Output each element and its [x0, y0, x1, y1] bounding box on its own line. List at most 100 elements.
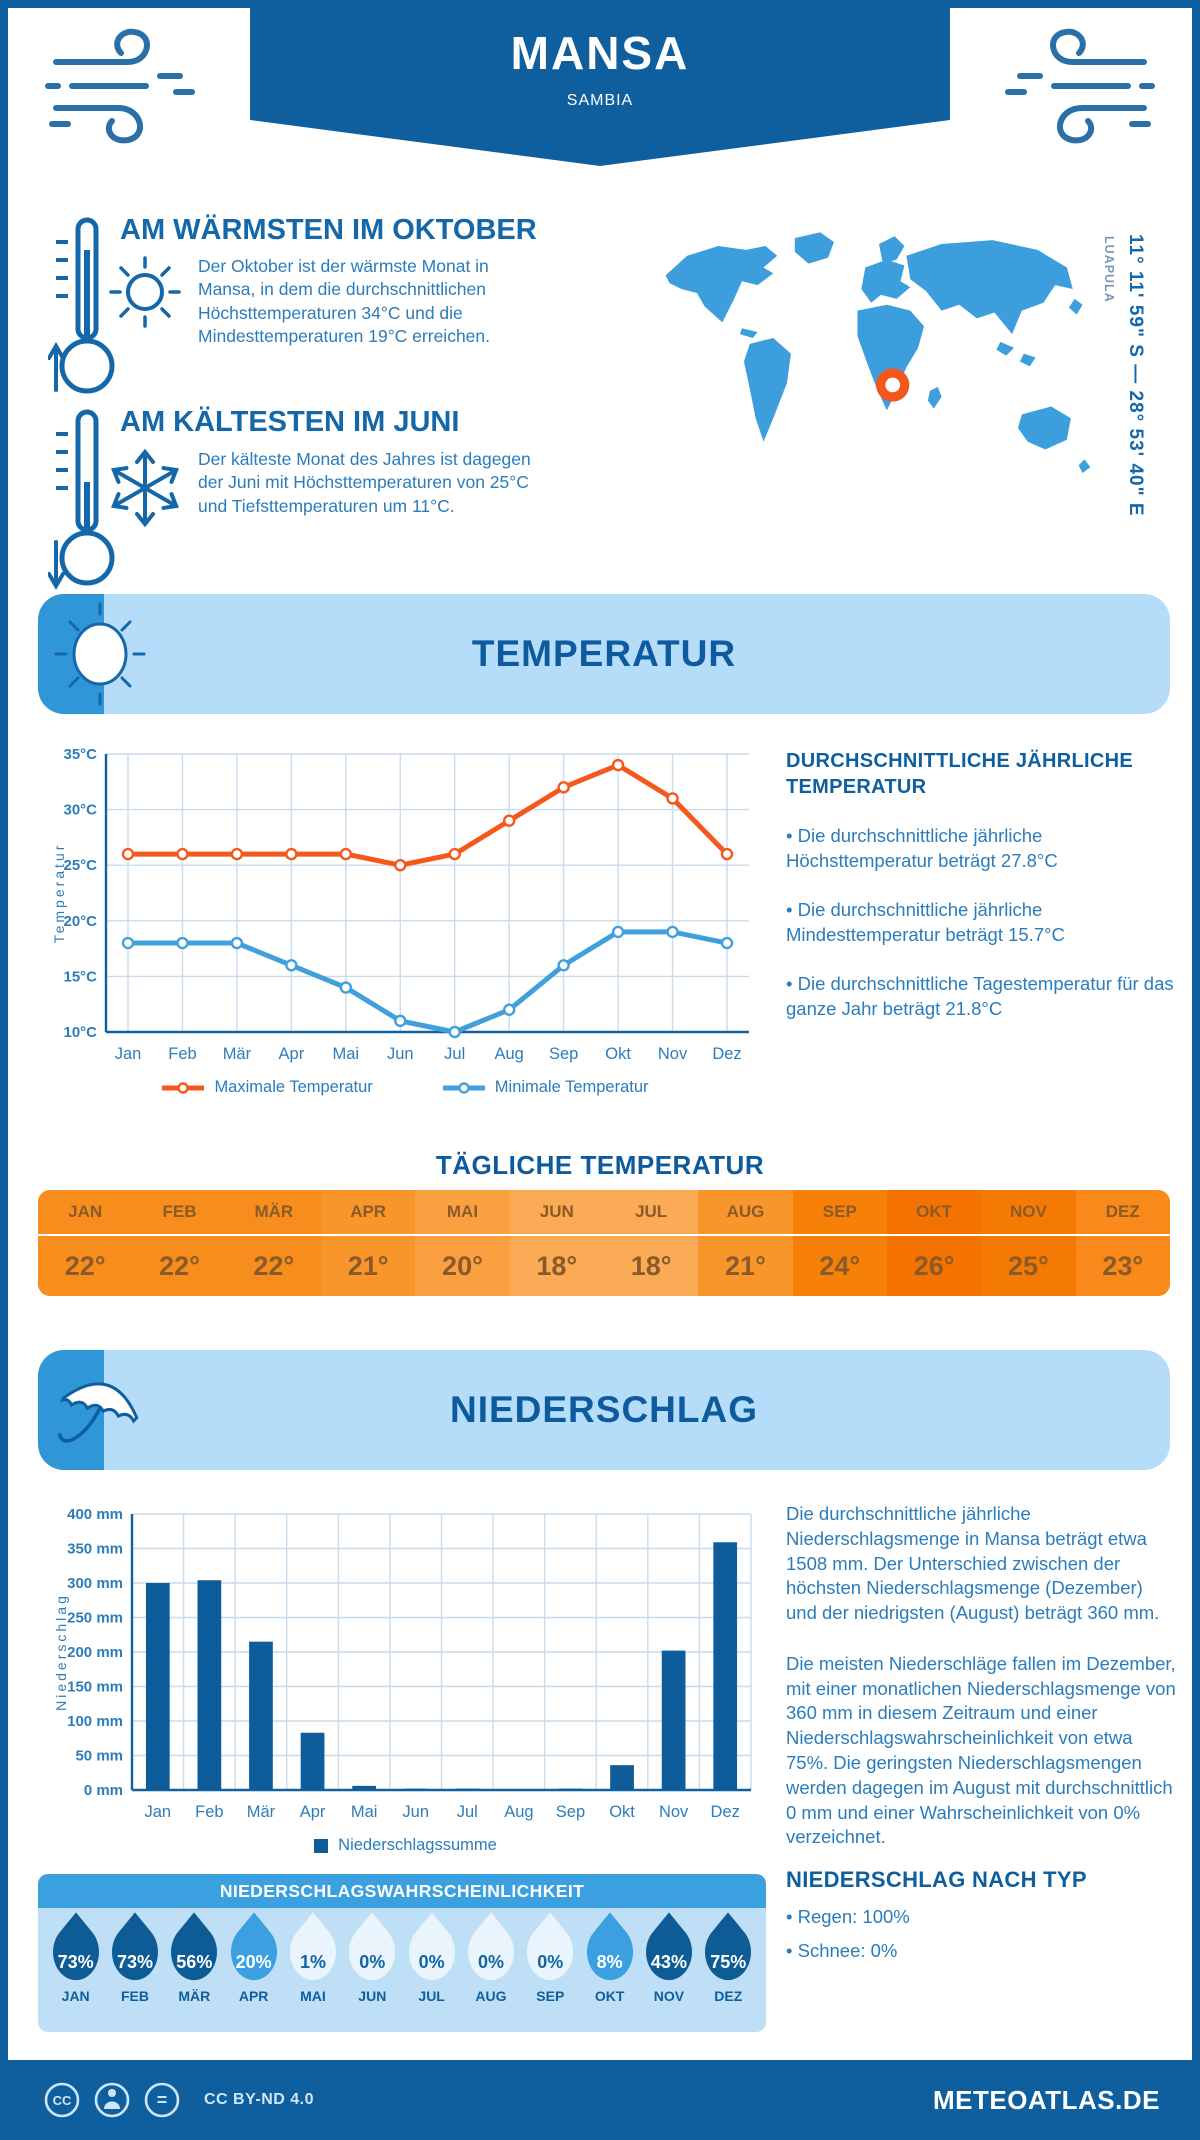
probability-value: 56%: [176, 1952, 213, 1972]
svg-text:400 mm: 400 mm: [67, 1506, 123, 1523]
daily-temp-column: JUN 18°: [509, 1190, 604, 1296]
daily-month-label: AUG: [698, 1190, 793, 1236]
svg-text:Feb: Feb: [195, 1803, 223, 1821]
temperature-legend: Maximale Temperatur Minimale Temperatur: [48, 1078, 763, 1097]
daily-temp-column: SEP 24°: [792, 1190, 887, 1296]
precipitation-paragraph: Die durchschnittliche jährliche Niedersc…: [786, 1503, 1160, 1624]
probability-drops-row: 73% JAN 73% FEB 56% MÄR 20% APR 1% MAI 0% JUN 0% JUL 0…: [38, 1908, 766, 2004]
annual-temperature-panel: DURCHSCHNITTLICHE JÄHRLICHE TEMPERATUR •…: [786, 748, 1176, 1022]
location-marker: [876, 368, 910, 402]
svg-text:Sep: Sep: [556, 1803, 585, 1821]
annual-bullet: • Die durchschnittliche Tagestemperatur …: [786, 972, 1174, 1019]
svg-text:300 mm: 300 mm: [67, 1575, 123, 1592]
daily-temp-column: JUL 18°: [603, 1190, 699, 1296]
svg-text:20°C: 20°C: [63, 913, 97, 930]
daily-temp-value: 20°: [442, 1250, 483, 1281]
warmest-heading: AM WÄRMSTEN IM OKTOBER: [120, 214, 537, 246]
probability-month-label: OKT: [594, 1988, 625, 2004]
daily-temp-value: 25°: [1008, 1250, 1049, 1281]
temperature-line-chart: 10°C 15°C 20°C 25°C 30°C 35°C Jan Feb Mär Apr Mai J…: [48, 740, 763, 1070]
probability-value: 1%: [299, 1952, 326, 1972]
svg-text:350 mm: 350 mm: [67, 1541, 123, 1558]
svg-text:150 mm: 150 mm: [67, 1679, 123, 1696]
daily-month-label: JUL: [603, 1190, 699, 1236]
precipitation-paragraph: Die meisten Niederschläge fallen im Deze…: [786, 1652, 1176, 1848]
daily-month-label: JUN: [509, 1190, 604, 1236]
svg-text:Jan: Jan: [144, 1803, 171, 1821]
svg-text:Sep: Sep: [549, 1045, 578, 1063]
daily-temp-column: NOV 25°: [981, 1190, 1076, 1296]
daily-month-label: MAI: [415, 1190, 510, 1236]
precipitation-text-panel: Die durchschnittliche jährliche Niedersc…: [786, 1502, 1176, 1963]
probability-value: 0%: [537, 1952, 564, 1972]
daily-month-label: FEB: [132, 1190, 227, 1236]
svg-text:Dez: Dez: [711, 1803, 740, 1821]
daily-temp-column: FEB 22°: [132, 1190, 227, 1296]
daily-temp-value: 23°: [1102, 1250, 1144, 1281]
probability-drop: 0% AUG: [458, 1912, 524, 2004]
banner-chevron: [250, 120, 950, 166]
probability-month-label: JUN: [358, 1988, 387, 2004]
svg-text:Jul: Jul: [457, 1803, 478, 1821]
title-banner: MANSA SAMBIA: [250, 8, 950, 166]
daily-temp-value: 22°: [159, 1250, 200, 1281]
probability-month-label: MÄR: [178, 1988, 211, 2004]
probability-drop: 8% OKT: [577, 1912, 643, 2004]
page-subtitle: SAMBIA: [566, 92, 634, 109]
annual-title: DURCHSCHNITTLICHE JÄHRLICHE TEMPERATUR: [786, 750, 1133, 798]
probability-month-label: FEB: [120, 1988, 149, 2004]
daily-temp-column: JAN 22°: [38, 1190, 133, 1296]
svg-text:Okt: Okt: [609, 1803, 635, 1821]
sun-icon: [109, 256, 181, 328]
precipitation-section-title: NIEDERSCHLAG: [449, 1389, 759, 1430]
svg-text:15°C: 15°C: [63, 968, 97, 985]
probability-value: 8%: [596, 1952, 623, 1972]
svg-text:Jan: Jan: [115, 1045, 142, 1063]
daily-temp-value: 18°: [630, 1250, 672, 1281]
svg-text:Apr: Apr: [300, 1803, 326, 1821]
probability-month-label: JAN: [61, 1988, 90, 2004]
umbrella-banner-icon: [57, 1382, 139, 1443]
probability-value: 0%: [418, 1952, 445, 1972]
legend-item: Maximale Temperatur: [162, 1078, 373, 1097]
probability-value: 20%: [235, 1952, 272, 1972]
probability-value: 43%: [650, 1952, 687, 1972]
wind-icon: [1005, 28, 1155, 144]
daily-month-label: NOV: [981, 1190, 1076, 1236]
probability-value: 75%: [710, 1952, 747, 1972]
world-map: [665, 232, 1091, 474]
svg-text:30°C: 30°C: [63, 802, 97, 819]
precipitation-type-bullet: • Regen: 100%: [786, 1905, 910, 1927]
precipitation-type-bullet: • Schnee: 0%: [786, 1939, 898, 1961]
probability-month-label: JUL: [418, 1988, 445, 2004]
svg-text:25°C: 25°C: [63, 857, 97, 874]
precipitation-bar-chart: 0 mm 50 mm 100 mm 150 mm 200 mm 250 mm 300 mm 3…: [48, 1500, 763, 1830]
svg-text:250 mm: 250 mm: [67, 1610, 123, 1627]
coordinates-label: 11° 11' 59" S — 28° 53' 40" E: [1125, 234, 1146, 517]
svg-text:10°C: 10°C: [63, 1024, 97, 1041]
footer: CC = CC BY-ND 4.0 METEOATLAS.DE: [0, 2060, 1200, 2140]
daily-temp-value: 21°: [725, 1250, 766, 1281]
daily-temp-value: 22°: [253, 1250, 295, 1281]
legend-item: Niederschlagssumme: [314, 1836, 497, 1855]
daily-temperature-title: TÄGLICHE TEMPERATUR: [435, 1150, 765, 1180]
coldest-heading: AM KÄLTESTEN IM JUNI: [120, 406, 460, 438]
probability-month-label: AUG: [475, 1988, 507, 2004]
svg-text:Mai: Mai: [351, 1803, 378, 1821]
daily-temperature-table: JAN 22° FEB 22° MÄR 22° APR 21° MAI 20° JUN 18° JUL 1…: [38, 1190, 1170, 1296]
svg-text:Apr: Apr: [279, 1045, 305, 1063]
probability-value: 0%: [477, 1952, 504, 1972]
daily-month-label: APR: [320, 1190, 416, 1236]
page-title: MANSA: [510, 27, 690, 79]
precipitation-type-title: NIEDERSCHLAG NACH TYP: [786, 1867, 1087, 1893]
warmest-text: Der Oktober ist der wärmste Monat in Man…: [198, 256, 491, 347]
probability-drop: 73% FEB: [102, 1912, 168, 2004]
site-name: METEOATLAS.DE: [932, 2084, 1160, 2115]
probability-drop: 0% JUN: [339, 1912, 405, 2004]
probability-drop: 56% MÄR: [161, 1912, 227, 2004]
probability-value: 73%: [116, 1952, 153, 1972]
probability-drop: 0% SEP: [517, 1912, 583, 2004]
wind-icon: [45, 28, 195, 144]
svg-text:Dez: Dez: [712, 1045, 741, 1063]
svg-text:35°C: 35°C: [63, 746, 97, 763]
